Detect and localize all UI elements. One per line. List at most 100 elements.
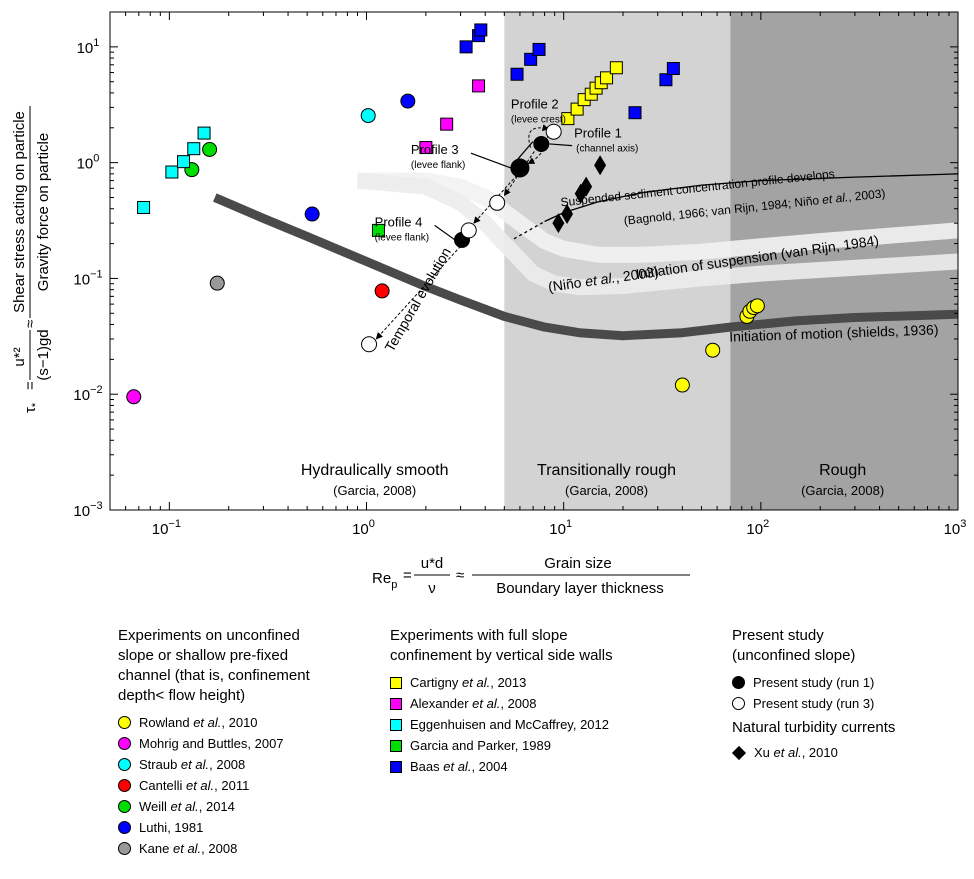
x-tick-label: 10−1 [152,518,181,538]
legend-item: Luthi, 1981 [118,817,368,838]
point-garcia-and-parker-1989 [371,223,385,237]
x-label-denominator: ν [428,580,436,597]
legend-unconfined-items: Rowland et al., 2010 Mohrig and Buttles, … [118,712,368,859]
region-label-transitionally-rough: Transitionally rough [537,462,676,479]
profile-annotation-subtitle: (levee flank) [411,160,465,171]
profile-annotation-subtitle: (levee flank) [375,232,429,243]
legend-item: Xu et al., 2010 [731,742,972,763]
legend-header-line: channel (that is, confinement [118,667,310,684]
temporal-arrow [375,245,461,340]
circle-marker-icon [118,737,131,750]
point-eggenhuisen-and-mccaffrey-2012 [187,142,201,156]
legend-item-label: Cantelli et al., 2011 [139,778,250,793]
profile-leader-line [517,141,534,160]
legend-header-line: (unconfined slope) [732,647,856,664]
plot-frame [109,11,959,511]
legend-item-label: Luthi, 1981 [139,820,204,835]
region-label-hydraulically-smooth: Hydraulically smooth [301,462,449,479]
x-tick-label: 101 [549,518,572,538]
legend-item: Eggenhuisen and McCaffrey, 2012 [390,714,690,735]
legend-item-label: Cartigny et al., 2013 [410,675,527,690]
legend-item: Rowland et al., 2010 [118,712,368,733]
legend-item-label: Eggenhuisen and McCaffrey, 2012 [410,717,609,732]
legend-item-label: Weill et al., 2014 [139,799,235,814]
legend-header-line: Present study [732,627,824,644]
profile-annotation-title: Profile 4 [375,214,423,229]
point-alexander-et-al-2008 [419,141,433,155]
region-ref-transitionally-rough: (Garcia, 2008) [565,483,648,498]
x-label-approx: ≈ [456,567,464,584]
point-present-study-run-1 [510,158,530,178]
profile-annotation-title: Profile 2 [511,97,559,112]
point-baas-et-al-2004 [474,23,488,37]
y-tick-label: 10−1 [73,268,102,288]
square-marker-icon [390,718,402,731]
point-baas-et-al-2004 [628,106,642,120]
point-kane-et-al-2008 [209,275,225,291]
legend-item-label: Baas et al., 2004 [410,759,508,774]
profile-annotations: Profile 1 (channel axis) Profile 2 (levee c… [375,97,639,244]
data-points [126,23,765,405]
circle-marker-icon [732,697,745,710]
y-label-numerator-words: Shear stress acting on particle [11,111,28,313]
van-rijn-band [357,172,958,263]
legend-item: Alexander et al., 2008 [390,693,690,714]
axes: 10−1 100 101 102 103 10−3 10−2 10−1 100 101 Rep = u*… [11,12,966,597]
point-eggenhuisen-and-mccaffrey-2012 [165,165,179,179]
point-rowland-et-al-2010 [749,298,765,314]
point-present-study-run-3 [460,222,477,239]
y-tick-label: 100 [77,153,100,173]
legend-item-label: Xu et al., 2010 [754,745,838,760]
legend-item-label: Rowland et al., 2010 [139,715,258,730]
legend-present-items: Present study (run 1) Present study (run … [732,672,972,714]
point-rowland-et-al-2010 [705,342,721,358]
point-alexander-et-al-2008 [472,79,486,93]
legend-natural-items: Xu et al., 2010 [731,742,972,763]
regime-diagram-chart: Hydraulically smooth (Garcia, 2008) Transi… [11,11,966,597]
circle-marker-icon [118,800,131,813]
point-weill-et-al-2014 [202,141,218,157]
legend-confined-items: Cartigny et al., 2013 Alexander et al., 2… [390,672,690,777]
point-present-study-run-3 [489,194,506,211]
circle-marker-icon [118,779,131,792]
x-label-numerator-words: Grain size [544,555,612,572]
point-cartigny-et-al-2013 [561,112,575,126]
point-present-study-run-3 [545,123,562,140]
point-eggenhuisen-and-mccaffrey-2012 [197,126,211,140]
square-marker-icon [390,739,402,752]
point-eggenhuisen-and-mccaffrey-2012 [177,155,191,169]
square-marker-icon [390,760,402,773]
legend-item-label: Present study (run 1) [753,675,875,690]
legend-item-label: Kane et al., 2008 [139,841,238,856]
y-label-approx: ≈ [22,320,39,328]
point-mohrig-and-buttles-2007 [126,389,142,405]
y-tick-label: 10−2 [73,384,102,404]
point-luthi-1981 [304,206,320,222]
nino-band [356,172,958,296]
point-straub-et-al-2008 [360,108,376,124]
legend-item: Garcia and Parker, 1989 [390,735,690,756]
point-baas-et-al-2004 [666,62,680,76]
profile-annotation-title: Profile 3 [411,142,459,157]
legend-natural-header: Natural turbidity currents [732,719,896,736]
point-baas-et-al-2004 [659,73,673,87]
region-hydraulically-smooth [110,12,505,510]
legend-unconfined: Experiments on unconfined slope or shall… [118,626,368,859]
legend-item-label: Straub et al., 2008 [139,757,246,772]
legend-item: Mohrig and Buttles, 2007 [118,733,368,754]
point-present-study-run-3 [361,336,378,353]
legend-item-label: Garcia and Parker, 1989 [410,738,551,753]
legend-confined: Experiments with full slope confinement … [390,626,690,777]
region-label-rough: Rough [819,462,866,479]
legend-item-label: Alexander et al., 2008 [410,696,537,711]
legend-header-line: Experiments with full slope [390,627,568,644]
y-axis-label: τ* = u*² (s−1)gd≈ Shear stress acting on par… [11,106,52,413]
legend-item-label: Mohrig and Buttles, 2007 [139,736,284,751]
nino-label: (Niño et al., 2003) [547,263,659,294]
flow-regime-regions [110,12,958,510]
point-alexander-et-al-2008 [440,117,454,131]
x-label-numerator: u*d [421,555,444,572]
point-baas-et-al-2004 [532,42,546,56]
region-ref-rough: (Garcia, 2008) [801,483,884,498]
x-axis-label: Rep = u*d ν ≈ Grain size Boundary layer thickn… [372,555,690,597]
